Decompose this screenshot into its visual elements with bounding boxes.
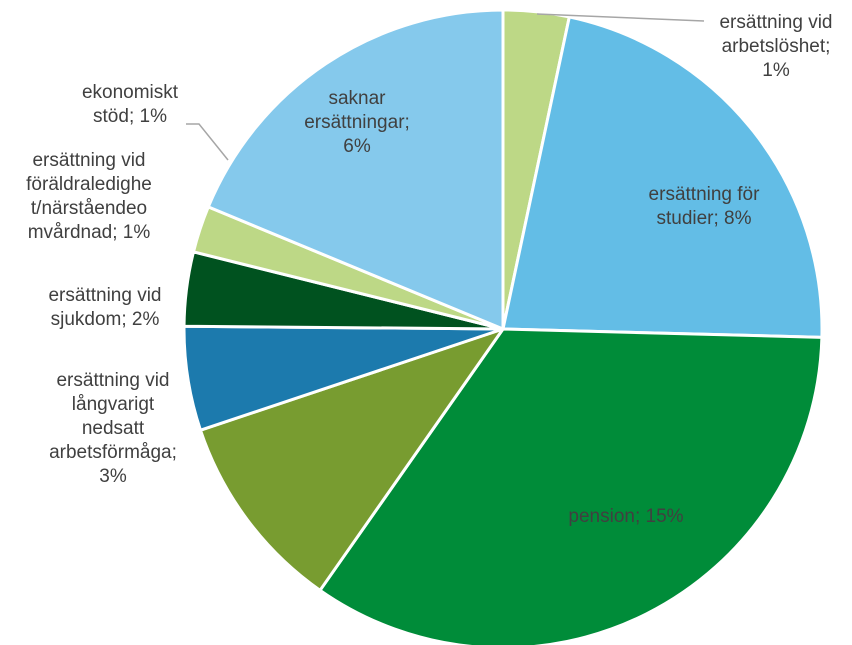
slice-label-line: t/närståendeo — [31, 198, 147, 219]
slice-label-2: ersättning för studier; 8% — [649, 184, 761, 229]
slice-label-line: ersättning för — [649, 184, 761, 205]
slice-label-line: stöd; 1% — [93, 106, 167, 127]
leader-line-arbetsloshet — [536, 13, 705, 22]
pie-slice-3 — [318, 327, 824, 645]
slice-label-1: ersättning vid arbetslöshet; 1% — [719, 12, 832, 81]
slice-label-line: ersättning vid — [56, 370, 169, 391]
slice-label-line: ersättning vid — [719, 12, 832, 33]
slice-label-line: 1% — [762, 60, 790, 81]
slice-label-line: ersättningar; — [304, 112, 410, 133]
slice-label-line: ersättning vid — [48, 285, 161, 306]
slice-label-4: ersättning vid långvarigt nedsatt arbetsför… — [49, 370, 177, 487]
slice-label-line: studier; 8% — [656, 208, 751, 229]
slice-label-3: pension; 15% — [568, 506, 683, 527]
leader-line-ekonomiskt-stod — [186, 123, 229, 161]
slice-label-line: 3% — [99, 466, 127, 487]
slice-label-line: pension; 15% — [568, 506, 683, 527]
slice-label-line: nedsatt — [82, 418, 145, 439]
slice-label-line: långvarigt — [72, 394, 155, 415]
slice-label-5: ersättning vid sjukdom; 2% — [48, 285, 161, 330]
pie-slices — [182, 8, 824, 645]
slice-label-line: arbetsförmåga; — [49, 442, 177, 463]
slice-label-line: mvårdnad; 1% — [28, 222, 151, 243]
slice-label-line: föräldraledighe — [26, 174, 152, 195]
slice-label-line: sjukdom; 2% — [51, 309, 160, 330]
pie-slice-8 — [206, 8, 505, 331]
slice-label-6: ersättning vid föräldraledighe t/närståend… — [26, 150, 152, 243]
slice-label-line: ersättning vid — [32, 150, 145, 171]
slice-label-line: saknar — [328, 88, 386, 109]
slice-labels: ersättning vid arbetslöshet; 1%ersättning … — [26, 12, 832, 527]
slice-label-line: ekonomiskt — [82, 82, 179, 103]
pie-slice-4 — [198, 327, 505, 592]
pie-slice-2 — [501, 15, 824, 339]
slice-label-7: ekonomiskt stöd; 1% — [82, 82, 179, 127]
slice-label-line: arbetslöshet; — [722, 36, 831, 57]
slice-label-8: saknar ersättningar; 6% — [304, 88, 410, 157]
slice-label-line: 6% — [343, 136, 371, 157]
leader-lines — [186, 13, 705, 161]
